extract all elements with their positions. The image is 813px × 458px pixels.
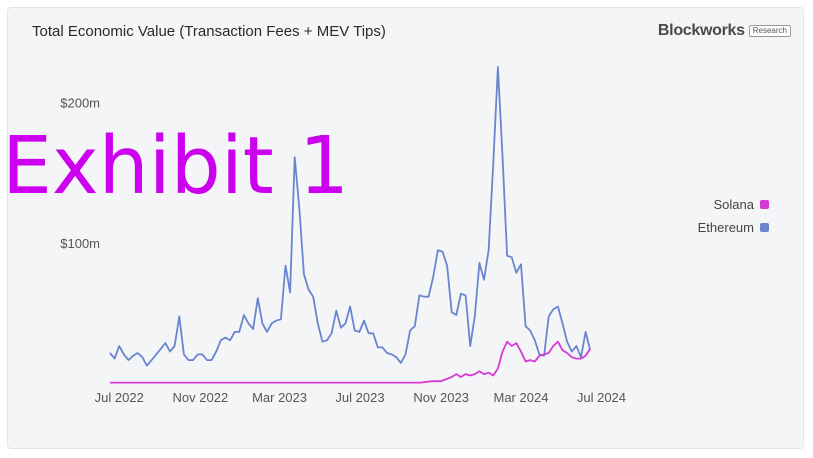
x-tick-label: Mar 2024 [494, 390, 549, 405]
exhibit-watermark: Exhibit 1 [2, 120, 350, 212]
x-tick-label: Jul 2023 [335, 390, 384, 405]
chart-title: Total Economic Value (Transaction Fees +… [32, 23, 386, 40]
chart-legend: Solana Ethereum [698, 196, 769, 242]
legend-swatch-ethereum [760, 222, 769, 232]
x-tick-label: Jul 2024 [577, 390, 626, 405]
legend-label-ethereum: Ethereum [697, 219, 754, 235]
chart-card [7, 7, 804, 449]
legend-label-solana: Solana [713, 196, 754, 212]
legend-swatch-solana [760, 199, 769, 209]
brand-tag: Research [748, 25, 791, 37]
brand-name: Blockworks [657, 22, 745, 39]
x-tick-label: Nov 2022 [173, 390, 229, 405]
x-tick-label: Nov 2023 [413, 390, 469, 405]
series-line-ethereum [109, 66, 592, 367]
y-tick-label: $100m [60, 236, 100, 251]
legend-item-ethereum[interactable]: Ethereum [698, 219, 769, 235]
brand-logo: Blockworks Research [658, 22, 791, 40]
y-tick-label: $200m [60, 95, 100, 110]
legend-item-solana[interactable]: Solana [698, 196, 769, 212]
series-line-solana [110, 340, 591, 384]
x-tick-label: Jul 2022 [95, 390, 144, 405]
x-tick-label: Mar 2023 [252, 390, 307, 405]
